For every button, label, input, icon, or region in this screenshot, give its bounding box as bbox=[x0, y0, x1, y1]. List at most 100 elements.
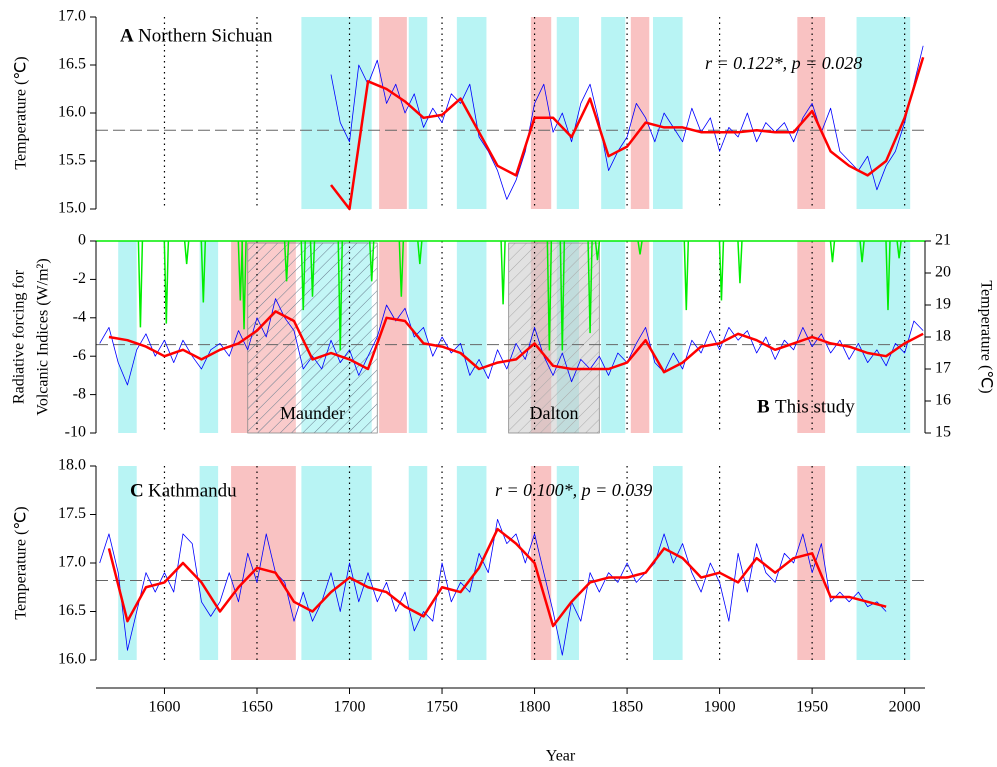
volcanic-spike bbox=[183, 240, 190, 265]
y-tick-label: 0 bbox=[78, 232, 86, 249]
volcanic-spike bbox=[398, 240, 405, 297]
x-tick-label: 1950 bbox=[796, 699, 828, 716]
volcanic-spike bbox=[546, 240, 553, 351]
volcanic-spike bbox=[368, 240, 375, 282]
y-tick-label: 17.0 bbox=[58, 8, 86, 25]
y-tick-label: 17.5 bbox=[58, 505, 86, 522]
cold-band bbox=[456, 17, 487, 209]
volcanic-spike bbox=[500, 240, 506, 305]
panel-title: Northern Sichuan bbox=[138, 25, 273, 46]
x-tick-label: 2000 bbox=[889, 699, 921, 716]
volcanic-spike bbox=[885, 240, 891, 311]
cold-band bbox=[601, 17, 626, 209]
volcanic-spike bbox=[859, 240, 865, 263]
warm-band bbox=[630, 17, 650, 209]
cold-band bbox=[301, 466, 372, 660]
warm-band bbox=[530, 17, 552, 209]
series-line bbox=[330, 56, 925, 211]
volcanic-spike bbox=[637, 240, 643, 255]
y2-tick-label: 20 bbox=[935, 264, 951, 281]
y-tick-label: 18.0 bbox=[58, 457, 86, 474]
warm-band bbox=[379, 17, 407, 209]
volcanic-spike bbox=[137, 240, 144, 328]
panel-title: This study bbox=[775, 396, 855, 417]
x-tick-label: 1650 bbox=[241, 699, 273, 716]
series-line bbox=[108, 310, 924, 374]
y-tick-label: -2 bbox=[73, 270, 86, 287]
series-line bbox=[99, 298, 924, 386]
period-label: Dalton bbox=[529, 403, 578, 423]
y2-tick-label: 15 bbox=[935, 424, 951, 441]
x-tick-label: 1600 bbox=[148, 699, 180, 716]
volcanic-spike bbox=[896, 240, 902, 259]
y-tick-label: -4 bbox=[73, 308, 86, 325]
period-box bbox=[247, 242, 378, 434]
x-tick-label: 1700 bbox=[334, 699, 366, 716]
series-line bbox=[330, 45, 924, 200]
cold-band bbox=[856, 466, 911, 660]
x-axis-label: Year bbox=[546, 748, 576, 765]
cold-band bbox=[456, 241, 487, 433]
y-axis-label: Volcanic Indices (W/m²) bbox=[35, 258, 52, 415]
volcanic-spike bbox=[559, 240, 566, 351]
x-tick-label: 1900 bbox=[704, 699, 736, 716]
cold-band bbox=[652, 241, 683, 433]
volcanic-spike bbox=[309, 240, 316, 297]
volcanic-spike bbox=[300, 240, 306, 311]
y-tick-label: -8 bbox=[73, 385, 86, 402]
cold-band bbox=[556, 17, 579, 209]
panel-letter: A bbox=[120, 25, 134, 46]
y-tick-label: 16.0 bbox=[58, 104, 86, 121]
y-tick-label: 16.5 bbox=[58, 602, 86, 619]
x-tick-label: 1850 bbox=[611, 699, 643, 716]
volcanic-spike bbox=[417, 240, 423, 265]
y-tick-label: 15.5 bbox=[58, 152, 86, 169]
y-tick-label: -6 bbox=[73, 347, 86, 364]
volcanic-spike bbox=[337, 240, 344, 351]
y-tick-label: -10 bbox=[65, 424, 86, 441]
warm-band bbox=[231, 466, 296, 660]
y2-tick-label: 16 bbox=[935, 392, 951, 409]
volcanic-spike bbox=[587, 240, 593, 334]
volcanic-spike bbox=[283, 240, 290, 282]
cold-band bbox=[556, 466, 579, 660]
period-label: Maunder bbox=[280, 403, 345, 423]
y2-tick-label: 17 bbox=[935, 360, 951, 377]
volcanic-spike bbox=[737, 240, 743, 284]
cold-band bbox=[652, 17, 683, 209]
warm-band bbox=[530, 466, 552, 660]
cold-band bbox=[856, 241, 911, 433]
period-box bbox=[508, 242, 600, 434]
volcanic-spike bbox=[200, 240, 207, 303]
warm-band bbox=[797, 466, 826, 660]
x-tick-label: 1800 bbox=[519, 699, 551, 716]
y2-tick-label: 19 bbox=[935, 296, 951, 313]
cold-band bbox=[856, 17, 911, 209]
cold-band bbox=[301, 17, 372, 209]
series-line bbox=[107, 527, 887, 628]
y2-tick-label: 18 bbox=[935, 328, 951, 345]
volcanic-spike bbox=[237, 240, 244, 301]
y2-axis-label: Temperature (℃) bbox=[977, 280, 994, 393]
volcanic-spike bbox=[829, 240, 836, 263]
cold-band bbox=[118, 241, 137, 433]
correlation-note: r = 0.100*, p = 0.039 bbox=[495, 480, 652, 500]
y-tick-label: 17.0 bbox=[58, 554, 86, 571]
y-tick-label: 16.0 bbox=[58, 651, 86, 668]
volcanic-spike bbox=[718, 240, 725, 301]
series-line bbox=[99, 518, 887, 656]
y-axis-label: Radiative forcing for bbox=[11, 269, 28, 404]
volcanic-spike bbox=[163, 240, 170, 324]
cold-band bbox=[652, 466, 683, 660]
y-tick-label: 15.0 bbox=[58, 200, 86, 217]
y-axis-label: Temperature (℃) bbox=[13, 506, 30, 619]
cold-band bbox=[408, 466, 428, 660]
panel-title: Kathmandu bbox=[148, 480, 237, 501]
volcanic-spike bbox=[594, 240, 601, 261]
x-tick-label: 1750 bbox=[426, 699, 458, 716]
volcanic-spike bbox=[683, 240, 690, 311]
y2-tick-label: 21 bbox=[935, 232, 951, 249]
panel-letter: B bbox=[757, 396, 770, 417]
